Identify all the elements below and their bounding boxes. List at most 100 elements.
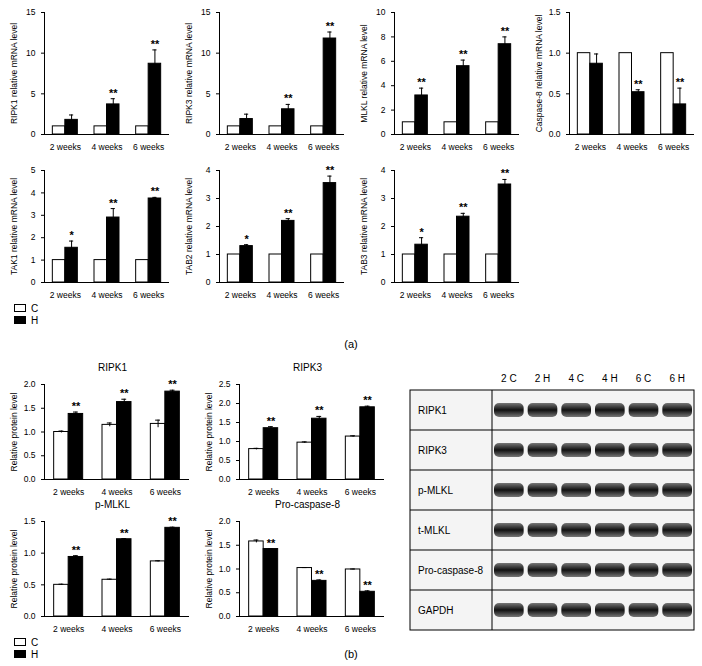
- svg-text:4: 4: [206, 165, 211, 175]
- svg-text:2.5: 2.5: [219, 379, 231, 389]
- svg-text:1.5: 1.5: [24, 403, 36, 413]
- svg-text:4 weeks: 4 weeks: [91, 142, 122, 152]
- svg-text:**: **: [151, 185, 160, 197]
- svg-text:10: 10: [201, 48, 211, 58]
- svg-text:3: 3: [31, 210, 36, 220]
- svg-text:1.5: 1.5: [24, 516, 36, 526]
- svg-text:4 weeks: 4 weeks: [296, 624, 327, 634]
- svg-text:15: 15: [201, 7, 211, 17]
- svg-text:1.5: 1.5: [219, 540, 231, 550]
- svg-text:4: 4: [31, 188, 36, 198]
- svg-text:15: 15: [26, 7, 36, 17]
- svg-text:0.5: 0.5: [24, 450, 36, 460]
- svg-text:p-MLKL: p-MLKL: [418, 485, 453, 496]
- svg-text:**: **: [363, 394, 372, 406]
- svg-text:0.0: 0.0: [219, 611, 231, 621]
- svg-text:**: **: [326, 20, 335, 32]
- svg-text:**: **: [676, 76, 685, 88]
- svg-text:**: **: [72, 544, 81, 556]
- svg-text:t-MLKL: t-MLKL: [418, 525, 451, 536]
- svg-text:4 H: 4 H: [602, 373, 618, 384]
- svg-text:**: **: [501, 167, 510, 179]
- svg-text:4 weeks: 4 weeks: [101, 487, 132, 497]
- svg-text:2: 2: [381, 221, 386, 231]
- svg-text:TAB3 relative mRNA level: TAB3 relative mRNA level: [359, 178, 369, 275]
- svg-text:3: 3: [206, 193, 211, 203]
- svg-text:TAK1 relative mRNA level: TAK1 relative mRNA level: [9, 178, 19, 275]
- svg-text:0: 0: [31, 277, 36, 287]
- svg-text:8: 8: [381, 32, 386, 42]
- svg-text:4 weeks: 4 weeks: [91, 290, 122, 300]
- svg-text:0: 0: [206, 129, 211, 139]
- svg-text:4: 4: [381, 165, 386, 175]
- svg-text:0.5: 0.5: [549, 89, 561, 99]
- svg-text:6 weeks: 6 weeks: [150, 487, 181, 497]
- svg-text:**: **: [326, 164, 335, 176]
- svg-text:6 weeks: 6 weeks: [345, 624, 376, 634]
- svg-text:2 weeks: 2 weeks: [400, 290, 431, 300]
- svg-text:1.0: 1.0: [24, 427, 36, 437]
- svg-text:*: *: [244, 233, 249, 245]
- svg-text:1.5: 1.5: [549, 7, 561, 17]
- svg-text:2: 2: [206, 221, 211, 231]
- svg-text:0.0: 0.0: [219, 474, 231, 484]
- svg-text:10: 10: [376, 7, 386, 17]
- svg-text:2 weeks: 2 weeks: [50, 290, 81, 300]
- svg-text:2.0: 2.0: [24, 379, 36, 389]
- svg-text:2 H: 2 H: [535, 373, 551, 384]
- svg-text:6 weeks: 6 weeks: [483, 142, 514, 152]
- svg-text:6: 6: [381, 56, 386, 66]
- svg-text:1.0: 1.0: [219, 436, 231, 446]
- svg-text:2 weeks: 2 weeks: [248, 624, 279, 634]
- svg-text:**: **: [109, 197, 118, 209]
- svg-text:2 weeks: 2 weeks: [53, 487, 84, 497]
- svg-text:10: 10: [26, 48, 36, 58]
- svg-text:*: *: [69, 229, 74, 241]
- svg-text:RIPK1 relative mRNA level: RIPK1 relative mRNA level: [9, 23, 19, 124]
- svg-text:**: **: [284, 207, 293, 219]
- svg-text:1.5: 1.5: [219, 417, 231, 427]
- svg-text:0.0: 0.0: [24, 611, 36, 621]
- svg-text:2.0: 2.0: [219, 516, 231, 526]
- svg-text:4 weeks: 4 weeks: [296, 487, 327, 497]
- svg-text:Caspase-8 relative mRNA level: Caspase-8 relative mRNA level: [534, 15, 544, 133]
- svg-text:6 weeks: 6 weeks: [658, 142, 689, 152]
- svg-text:0: 0: [206, 277, 211, 287]
- svg-text:Relative protein level: Relative protein level: [204, 529, 214, 608]
- svg-text:2 weeks: 2 weeks: [53, 624, 84, 634]
- svg-text:**: **: [109, 87, 118, 99]
- svg-text:GAPDH: GAPDH: [418, 605, 454, 616]
- svg-text:1: 1: [381, 249, 386, 259]
- svg-text:5: 5: [31, 165, 36, 175]
- svg-text:**: **: [363, 579, 372, 591]
- svg-text:4 weeks: 4 weeks: [441, 290, 472, 300]
- svg-text:6 weeks: 6 weeks: [345, 487, 376, 497]
- svg-text:6 C: 6 C: [636, 373, 652, 384]
- svg-text:0: 0: [381, 129, 386, 139]
- svg-text:**: **: [120, 387, 129, 399]
- svg-text:0: 0: [31, 129, 36, 139]
- svg-text:Pro-caspase-8: Pro-caspase-8: [418, 565, 483, 576]
- svg-text:**: **: [267, 537, 276, 549]
- svg-text:**: **: [284, 92, 293, 104]
- svg-text:1.0: 1.0: [549, 48, 561, 58]
- svg-text:6 weeks: 6 weeks: [308, 290, 339, 300]
- svg-text:1.0: 1.0: [219, 564, 231, 574]
- svg-text:RIPK3 relative mRNA level: RIPK3 relative mRNA level: [184, 23, 194, 124]
- svg-text:Relative protein level: Relative protein level: [9, 392, 19, 471]
- svg-text:**: **: [459, 48, 468, 60]
- svg-text:**: **: [267, 415, 276, 427]
- svg-text:2 weeks: 2 weeks: [50, 142, 81, 152]
- svg-text:1: 1: [206, 249, 211, 259]
- svg-text:**: **: [168, 378, 177, 390]
- svg-text:4 C: 4 C: [568, 373, 584, 384]
- svg-text:*: *: [419, 226, 424, 238]
- svg-text:5: 5: [31, 89, 36, 99]
- svg-text:4 weeks: 4 weeks: [441, 142, 472, 152]
- svg-text:**: **: [151, 38, 160, 50]
- svg-text:**: **: [72, 400, 81, 412]
- svg-text:4 weeks: 4 weeks: [101, 624, 132, 634]
- svg-text:0.0: 0.0: [24, 474, 36, 484]
- svg-text:2: 2: [31, 232, 36, 242]
- svg-text:**: **: [459, 201, 468, 213]
